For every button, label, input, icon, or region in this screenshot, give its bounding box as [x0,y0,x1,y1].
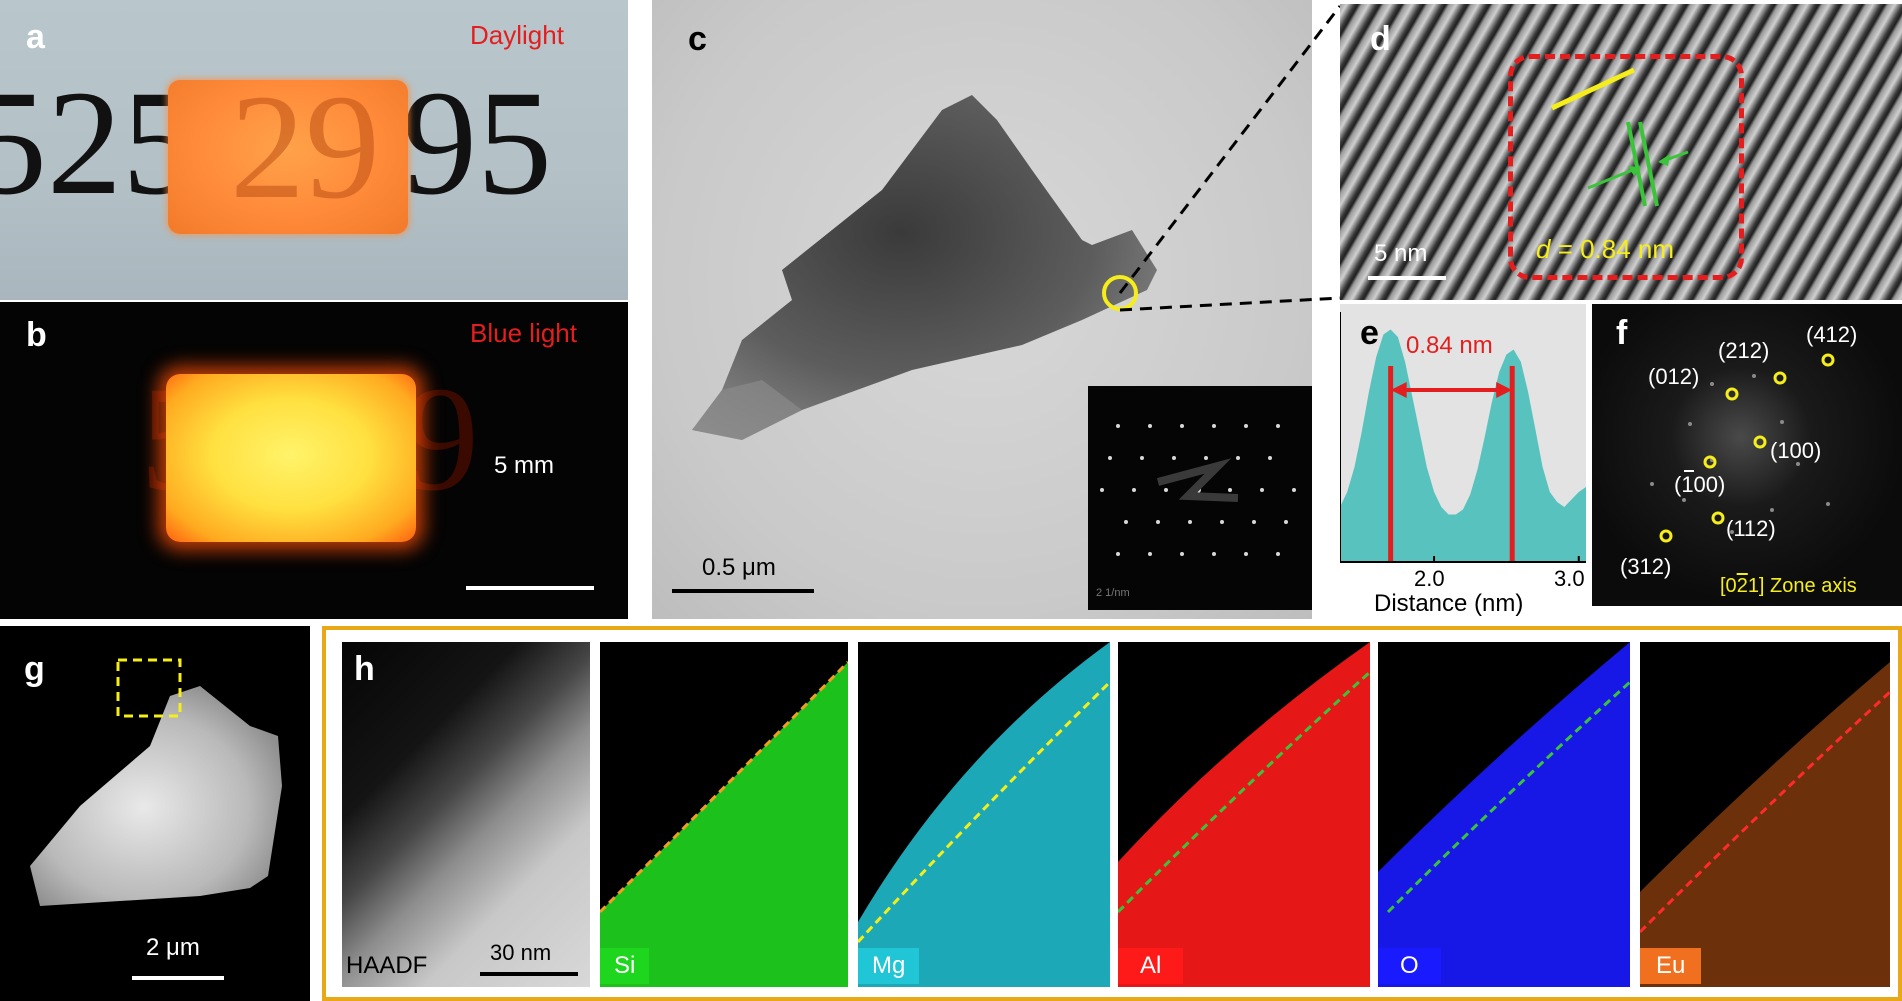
spot-label-312: (312) [1620,554,1672,579]
spacing-arrowhead [1390,382,1407,398]
saed-inset: 2 1/nm [1088,386,1312,610]
panel-a-label: a [26,18,45,56]
d-value: = 0.84 nm [1550,234,1675,264]
condition-blue-light: Blue light [470,318,577,348]
printed-digits-left: 525 [0,60,197,226]
spot-label-212: (212) [1718,338,1770,363]
region-of-interest-box [1508,54,1744,280]
panel-g-label: g [24,650,45,688]
eu-distribution [1640,662,1890,987]
d-spacing-label: d = 0.84 nm [1536,236,1674,262]
spacing-arrowhead [1496,382,1513,398]
element-label-o: O [1378,948,1441,984]
spot-marker-012 [1725,387,1739,401]
inset-scale-label: 2 1/nm [1096,587,1130,599]
element-label-mg: Mg [858,948,920,984]
panel-d: d d = 0.84 nm 5 nm [1340,4,1902,300]
profile-area [1340,329,1586,562]
element-map-si: Si [600,642,848,987]
panel-e-label: e [1360,314,1379,352]
printed-digit-right: 9 [404,356,479,522]
particle-overview [30,686,282,906]
scale-bar-label: 30 nm [490,940,552,965]
d-symbol: d [1536,234,1551,264]
panel-f: f (412) (212) (012) (100) (100) (112) (3… [1592,304,1902,606]
panel-a: a Daylight 525 95 29 [0,0,628,300]
x-tick-label: 2.0 [1414,566,1445,591]
spot-marker-212 [1773,371,1787,385]
spot-marker-minus100 [1703,455,1717,469]
element-map-al: Al [1118,642,1370,987]
panel-c-label: c [688,20,707,58]
element-label-si: Si [600,948,650,984]
panel-f-label: f [1616,314,1628,352]
o-distribution [1378,642,1630,987]
spot-label-412: (412) [1806,322,1858,347]
scale-bar [466,586,594,590]
mapping-region-box [116,658,182,718]
line-profile-chart [1340,312,1586,563]
x-tick-label: 3.0 [1554,566,1585,591]
panel-c: c 0.5 μm 2 1/nm [652,0,1312,619]
tem-particle-thin-edge [692,380,802,440]
haadf-label: HAADF [346,952,428,979]
zone-axis-label: [021] Zone axis [1720,576,1857,596]
panel-b: b Blue light 5 9 5 mm [0,302,628,619]
scale-bar [672,589,814,593]
condition-daylight: Daylight [470,20,564,50]
spot-label-012: (012) [1648,364,1700,389]
scale-bar [132,976,224,980]
element-map-o: O [1378,642,1630,987]
x-axis-label: Distance (nm) [1374,590,1524,617]
si-distribution [600,660,848,987]
panel-d-label: d [1370,20,1391,58]
zone-axis-bar: 2 [1736,575,1748,597]
scale-bar-label: 5 mm [494,452,554,479]
spot-label-100: (100) [1770,438,1822,463]
zone-axis-prefix: [0 [1720,575,1737,597]
element-label-eu: Eu [1640,948,1702,984]
scale-bar [1368,276,1446,280]
scale-bar-label: 0.5 μm [702,554,776,581]
spot-label-112: (112) [1726,516,1776,541]
haadf-overview-image [30,658,282,906]
scale-bar-label: 5 nm [1374,240,1428,267]
spot-marker-412 [1821,353,1835,367]
spacing-annotation: 0.84 nm [1406,332,1493,359]
spot-marker-100 [1753,435,1767,449]
zone-axis-suffix: 1] Zone axis [1747,575,1857,597]
spot-label-minus100: (100) [1674,472,1726,497]
al-distribution [1118,642,1370,987]
haadf-map: h HAADF 30 nm [342,642,590,987]
panel-g: g 2 μm [0,626,310,1001]
phosphor-crystal-daylight: 29 [168,80,408,234]
overbar-minus100 [1684,470,1694,472]
mg-distribution [858,642,1110,987]
spot-marker-312 [1659,529,1673,543]
element-map-eu: Eu [1640,642,1890,987]
scale-bar-label: 2 μm [146,934,200,961]
axes-frame [1340,312,1586,563]
panel-e: e 0.84 nm 2.0 3.0 Distance (nm) [1340,304,1586,619]
panel-b-label: b [26,316,47,354]
element-map-mg: Mg [858,642,1110,987]
printed-digits-through-crystal: 29 [230,80,380,230]
fft-pattern [1650,353,1835,543]
saed-pattern [1100,424,1296,556]
lattice-annotation [1550,67,1689,207]
scale-bar [480,972,578,976]
phosphor-crystal-blue-light [166,374,416,542]
tem-particle [692,95,1157,440]
panel-h-label: h [354,650,375,688]
spot-marker-112 [1711,511,1725,525]
element-label-al: Al [1118,948,1184,984]
printed-digits-right: 95 [402,60,552,226]
